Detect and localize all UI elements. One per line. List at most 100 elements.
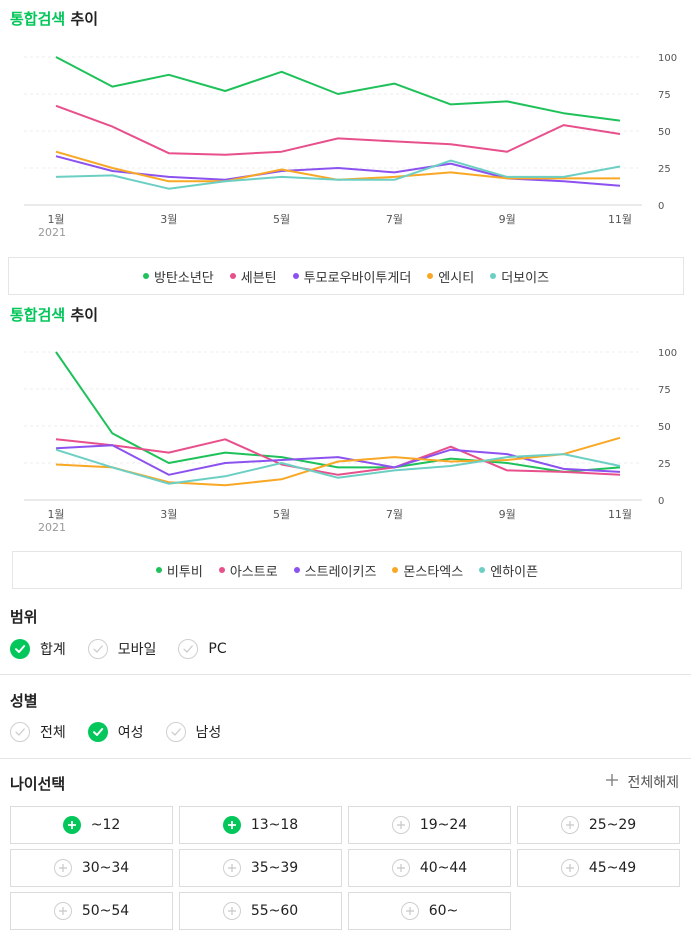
age-option-label: 45~49 bbox=[588, 860, 637, 876]
legend-dot-icon bbox=[293, 567, 300, 573]
chart1-plot: 0 25 50 75 100 1월 3월 5월 7월 9월 11월 2021 bbox=[24, 53, 677, 239]
series-line bbox=[55, 448, 621, 485]
plus-icon bbox=[222, 816, 241, 834]
x-tick-label: 5월 bbox=[273, 508, 290, 521]
y-tick-label: 25 bbox=[658, 164, 671, 175]
check-icon bbox=[87, 639, 108, 659]
plus-icon bbox=[222, 902, 241, 920]
plus-icon bbox=[53, 859, 72, 877]
age-option-button[interactable]: 55~60 bbox=[179, 892, 342, 930]
legend-label: 스트레이키즈 bbox=[304, 564, 377, 580]
legend-label: 투모로우바이투게더 bbox=[303, 270, 412, 286]
y-tick-label: 75 bbox=[658, 385, 671, 396]
age-option-label: 13~18 bbox=[250, 817, 299, 833]
legend-label: 몬스타엑스 bbox=[403, 564, 464, 580]
option-label: 모바일 bbox=[117, 642, 157, 658]
age-option-button[interactable]: 35~39 bbox=[179, 849, 342, 887]
age-option-button[interactable]: 30~34 bbox=[10, 849, 173, 887]
chart2-title: 통합검색 추이 bbox=[10, 304, 98, 325]
plus-icon bbox=[560, 816, 579, 834]
chart1-title-rest: 추이 bbox=[70, 10, 99, 28]
x-tick-label: 7월 bbox=[386, 508, 403, 521]
age-option-button[interactable]: 50~54 bbox=[10, 892, 173, 930]
check-icon bbox=[165, 722, 186, 742]
age-option-label: 30~34 bbox=[81, 860, 130, 876]
y-tick-label: 50 bbox=[658, 127, 671, 138]
legend-label: 더보이즈 bbox=[501, 270, 550, 286]
legend-item[interactable]: 세븐틴 bbox=[229, 267, 277, 286]
plus-icon bbox=[560, 859, 579, 877]
plus-icon bbox=[391, 816, 410, 834]
age-heading: 나이선택 bbox=[10, 775, 66, 793]
legend-dot-icon bbox=[229, 273, 236, 279]
age-option-button[interactable]: 25~29 bbox=[517, 806, 680, 844]
reset-all-button[interactable]: 전체해제 bbox=[605, 772, 679, 792]
legend-label: 엔시티 bbox=[438, 270, 475, 286]
divider bbox=[0, 758, 691, 759]
x-tick-label: 11월 bbox=[608, 508, 632, 521]
age-option-label: 55~60 bbox=[250, 903, 299, 919]
y-tick-label: 25 bbox=[658, 459, 671, 470]
x-year-label: 2021 bbox=[38, 226, 66, 239]
series-line bbox=[55, 56, 621, 122]
range-option[interactable]: 모바일 bbox=[87, 639, 157, 659]
plus-icon bbox=[605, 773, 619, 791]
y-tick-label: 0 bbox=[658, 201, 664, 212]
reset-all-label: 전체해제 bbox=[627, 775, 679, 791]
legend-label: 비투비 bbox=[166, 564, 203, 580]
check-icon bbox=[178, 639, 199, 659]
legend-item[interactable]: 방탄소년단 bbox=[142, 267, 214, 286]
age-option-label: 60~ bbox=[428, 903, 459, 919]
age-option-button[interactable]: 40~44 bbox=[348, 849, 511, 887]
age-option-label: 35~39 bbox=[250, 860, 299, 876]
range-option[interactable]: PC bbox=[178, 639, 227, 659]
age-option-label: 25~29 bbox=[588, 817, 637, 833]
range-option[interactable]: 합계 bbox=[10, 639, 66, 659]
check-icon bbox=[87, 722, 108, 742]
y-tick-label: 100 bbox=[658, 53, 677, 64]
chart1-title: 통합검색 추이 bbox=[10, 8, 98, 29]
age-option-button[interactable]: 60~ bbox=[348, 892, 511, 930]
option-label: 여성 bbox=[117, 725, 144, 741]
option-label: 전체 bbox=[40, 725, 66, 741]
legend-item[interactable]: 스트레이키즈 bbox=[293, 561, 377, 580]
chart2-title-rest: 추이 bbox=[70, 306, 99, 324]
x-tick-label: 7월 bbox=[386, 213, 403, 226]
plus-icon bbox=[391, 859, 410, 877]
age-option-button[interactable]: 19~24 bbox=[348, 806, 511, 844]
plus-icon bbox=[62, 816, 81, 834]
gender-option[interactable]: 여성 bbox=[87, 722, 144, 742]
x-tick-label: 9월 bbox=[499, 213, 516, 226]
legend-item[interactable]: 비투비 bbox=[155, 561, 203, 580]
legend-item[interactable]: 엔하이픈 bbox=[479, 561, 538, 580]
age-option-button[interactable]: 13~18 bbox=[179, 806, 342, 844]
gender-heading: 성별 bbox=[10, 692, 38, 710]
plus-icon bbox=[53, 902, 72, 920]
legend-item[interactable]: 투모로우바이투게더 bbox=[292, 267, 412, 286]
chart2-legend: 비투비 아스트로 스트레이키즈 몬스타엑스 엔하이픈 bbox=[12, 551, 682, 589]
age-option-button[interactable]: ~12 bbox=[10, 806, 173, 844]
option-label: 남성 bbox=[195, 725, 222, 741]
x-tick-label: 3월 bbox=[160, 213, 177, 226]
legend-label: 방탄소년단 bbox=[153, 270, 214, 286]
legend-dot-icon bbox=[292, 273, 299, 279]
legend-dot-icon bbox=[155, 567, 162, 573]
gender-option[interactable]: 남성 bbox=[165, 722, 222, 742]
age-option-label: 19~24 bbox=[419, 817, 468, 833]
series-line bbox=[55, 104, 621, 156]
x-tick-label: 3월 bbox=[160, 508, 177, 521]
y-tick-label: 0 bbox=[658, 496, 664, 507]
chart2-title-highlight: 통합검색 bbox=[10, 306, 66, 324]
legend-item[interactable]: 더보이즈 bbox=[490, 267, 549, 286]
gender-option[interactable]: 전체 bbox=[10, 722, 66, 742]
legend-item[interactable]: 아스트로 bbox=[218, 561, 278, 580]
x-tick-label: 9월 bbox=[499, 508, 516, 521]
age-option-button[interactable]: 45~49 bbox=[517, 849, 680, 887]
legend-item[interactable]: 엔시티 bbox=[427, 267, 474, 286]
plus-icon bbox=[400, 902, 419, 920]
option-label: PC bbox=[208, 641, 227, 657]
chart1-title-highlight: 통합검색 bbox=[10, 10, 66, 28]
y-tick-label: 75 bbox=[658, 90, 671, 101]
gender-options: 전체 여성 남성 bbox=[10, 722, 227, 742]
legend-item[interactable]: 몬스타엑스 bbox=[392, 561, 463, 580]
